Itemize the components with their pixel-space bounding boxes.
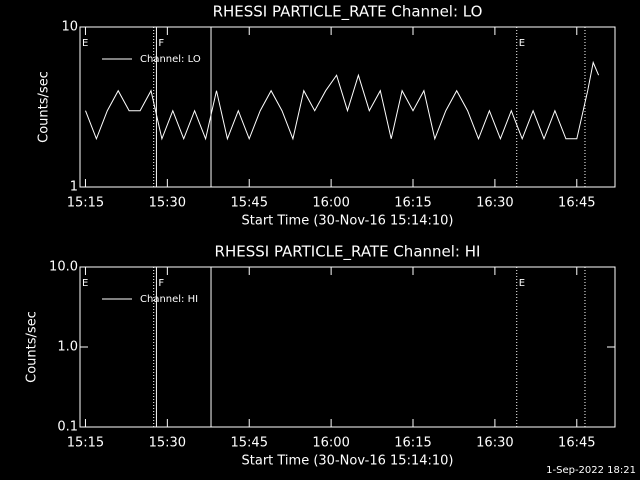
x-tick-label: 15:15	[67, 436, 104, 451]
y-axis-label: Counts/sec	[25, 311, 40, 383]
flag-label: E	[519, 278, 525, 289]
flag-label: E	[519, 38, 525, 49]
flag-label: F	[158, 38, 164, 49]
y-tick-label: 1.0	[57, 340, 78, 355]
x-tick-label: 16:15	[394, 196, 431, 211]
x-tick-label: 15:30	[149, 436, 186, 451]
x-tick-label: 15:45	[231, 196, 268, 211]
x-tick-label: 15:15	[67, 196, 104, 211]
x-tick-label: 16:45	[558, 196, 595, 211]
footer: 1-Sep-2022 18:21	[546, 465, 636, 476]
y-tick-label: 1	[70, 180, 78, 195]
x-axis-label: Start Time (30-Nov-16 15:14:10)	[242, 214, 454, 229]
y-tick-label: 10	[61, 20, 78, 35]
legend-label: Channel: HI	[140, 294, 198, 305]
x-tick-label: 16:00	[312, 436, 349, 451]
y-tick-label: 0.1	[57, 420, 78, 435]
y-tick-label: 10.0	[49, 260, 78, 275]
y-axis-label: Counts/sec	[37, 71, 52, 143]
x-tick-label: 15:45	[231, 436, 268, 451]
x-tick-label: 16:15	[394, 436, 431, 451]
legend-label: Channel: LO	[140, 54, 201, 65]
x-tick-label: 16:30	[476, 436, 513, 451]
data-line	[85, 60, 600, 141]
plot-frame	[79, 26, 616, 188]
x-tick-label: 16:45	[558, 436, 595, 451]
flag-label: E	[82, 278, 88, 289]
x-tick-label: 15:30	[149, 196, 186, 211]
x-tick-label: 16:00	[312, 196, 349, 211]
plot-frame	[79, 266, 616, 428]
x-tick-label: 16:30	[476, 196, 513, 211]
flag-label: E	[82, 38, 88, 49]
chart-title: RHESSI PARTICLE_RATE Channel: LO	[213, 3, 483, 22]
flag-label: F	[158, 278, 164, 289]
chart-title: RHESSI PARTICLE_RATE Channel: HI	[215, 243, 481, 262]
x-axis-label: Start Time (30-Nov-16 15:14:10)	[242, 454, 454, 469]
